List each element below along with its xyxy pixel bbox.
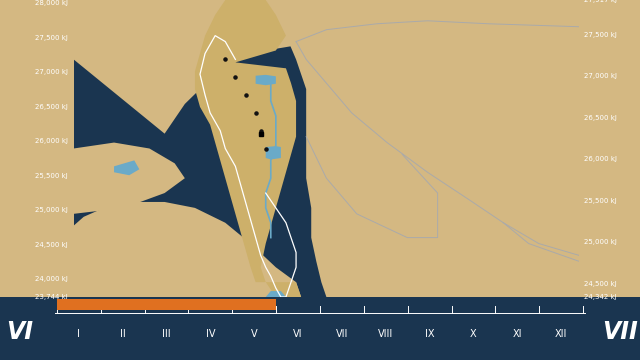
Text: IX: IX: [425, 329, 435, 338]
Text: XI: XI: [513, 329, 522, 338]
Text: 23,744 kJ: 23,744 kJ: [35, 294, 68, 300]
Polygon shape: [266, 291, 286, 297]
Text: 24,000 kJ: 24,000 kJ: [35, 276, 68, 282]
Point: [220, 57, 230, 62]
Text: 27,500 kJ: 27,500 kJ: [35, 35, 68, 41]
Text: 26,500 kJ: 26,500 kJ: [584, 115, 617, 121]
Text: 24,500 kJ: 24,500 kJ: [584, 281, 617, 287]
Text: II: II: [120, 329, 125, 338]
Text: 25,500 kJ: 25,500 kJ: [584, 198, 617, 204]
Text: VI: VI: [6, 320, 33, 344]
Point: [250, 110, 260, 116]
Polygon shape: [74, 143, 185, 214]
Text: VII: VII: [336, 329, 348, 338]
Polygon shape: [195, 0, 301, 297]
Text: 28,000 kJ: 28,000 kJ: [35, 0, 68, 6]
Text: 25,500 kJ: 25,500 kJ: [35, 173, 68, 179]
Polygon shape: [114, 161, 140, 175]
Point: [241, 92, 251, 98]
Text: 27,000 kJ: 27,000 kJ: [35, 69, 68, 76]
Text: VI: VI: [293, 329, 303, 338]
Point: [260, 145, 271, 151]
Polygon shape: [266, 146, 281, 159]
Text: 24,500 kJ: 24,500 kJ: [35, 242, 68, 248]
Text: VIII: VIII: [378, 329, 394, 338]
Text: 27,000 kJ: 27,000 kJ: [584, 73, 617, 79]
Text: V: V: [251, 329, 257, 338]
Text: I: I: [77, 329, 81, 338]
Text: 26,000 kJ: 26,000 kJ: [35, 138, 68, 144]
Text: 26,000 kJ: 26,000 kJ: [584, 156, 617, 162]
Bar: [57, 299, 276, 310]
Text: XII: XII: [555, 329, 567, 338]
Text: 25,000 kJ: 25,000 kJ: [35, 207, 68, 213]
Text: 24,342 kJ: 24,342 kJ: [584, 294, 617, 300]
Text: 27,917 kJ: 27,917 kJ: [584, 0, 617, 3]
Point: [255, 128, 266, 134]
Polygon shape: [74, 0, 579, 134]
Text: 27,500 kJ: 27,500 kJ: [584, 32, 617, 38]
Text: VII: VII: [602, 320, 638, 344]
Point: [230, 75, 241, 80]
Text: X: X: [470, 329, 477, 338]
Text: 26,500 kJ: 26,500 kJ: [35, 104, 68, 110]
Text: III: III: [163, 329, 171, 338]
Polygon shape: [276, 0, 579, 297]
Text: IV: IV: [205, 329, 215, 338]
Polygon shape: [255, 75, 276, 85]
Polygon shape: [74, 202, 301, 297]
Text: 25,000 kJ: 25,000 kJ: [584, 239, 617, 245]
